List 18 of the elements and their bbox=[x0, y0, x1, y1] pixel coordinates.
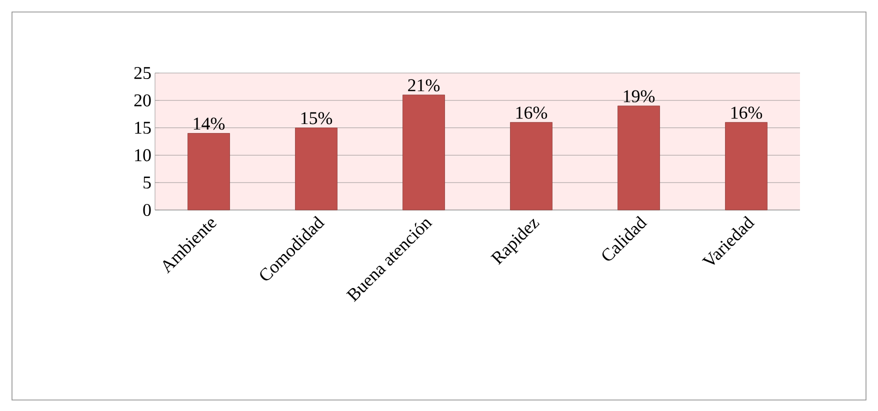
bar bbox=[510, 122, 552, 210]
y-tick-label: 15 bbox=[135, 122, 151, 134]
data-label: 14% bbox=[194, 118, 225, 130]
data-label: 15% bbox=[301, 112, 332, 124]
y-tick-label: 20 bbox=[134, 94, 151, 106]
data-label: 16% bbox=[731, 106, 762, 119]
bar bbox=[295, 128, 338, 210]
data-label: 16% bbox=[516, 106, 548, 119]
bar bbox=[618, 106, 660, 210]
bar bbox=[402, 94, 445, 210]
bar bbox=[725, 122, 768, 210]
y-tick-label: 10 bbox=[135, 149, 151, 162]
y-tick-label: 0 bbox=[143, 204, 151, 216]
data-label: 19% bbox=[624, 90, 655, 102]
y-tick-label: 25 bbox=[134, 66, 151, 80]
y-tick-label: 5 bbox=[144, 176, 151, 189]
bar bbox=[188, 133, 230, 210]
data-label: 21% bbox=[408, 79, 440, 92]
